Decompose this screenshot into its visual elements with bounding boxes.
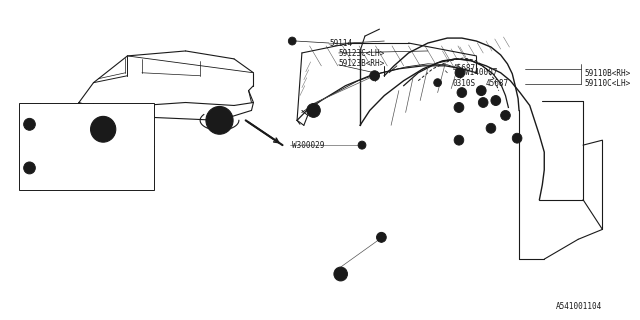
Text: 59110C<LH>: 59110C<LH>	[585, 79, 631, 88]
Circle shape	[486, 123, 496, 133]
Text: 59114: 59114	[329, 38, 352, 48]
Text: 59110B<RH>: 59110B<RH>	[585, 69, 631, 78]
Text: 1: 1	[479, 88, 483, 93]
Circle shape	[334, 267, 348, 281]
Circle shape	[512, 133, 522, 143]
Circle shape	[478, 98, 488, 108]
Text: 45687: 45687	[452, 64, 476, 73]
Bar	[19, 102, 154, 190]
Text: 59188B: 59188B	[43, 110, 69, 116]
Text: 1: 1	[27, 120, 32, 129]
Text: <1001-    >: <1001- >	[95, 132, 143, 138]
Circle shape	[370, 71, 380, 81]
Text: W140007: W140007	[465, 68, 497, 77]
Text: 2: 2	[311, 106, 316, 115]
Text: A541001104: A541001104	[556, 302, 602, 311]
Circle shape	[455, 68, 465, 78]
Circle shape	[91, 116, 116, 142]
Circle shape	[206, 107, 233, 134]
Text: W140065: W140065	[43, 132, 74, 138]
Text: 1: 1	[457, 105, 461, 110]
Circle shape	[457, 88, 467, 98]
Circle shape	[500, 110, 510, 120]
Circle shape	[434, 79, 442, 87]
Circle shape	[454, 135, 464, 145]
Text: 0310S: 0310S	[452, 79, 476, 88]
Circle shape	[289, 37, 296, 45]
Circle shape	[24, 162, 35, 174]
Circle shape	[454, 102, 464, 112]
Text: (    -1001): ( -1001)	[95, 110, 143, 117]
Text: 1: 1	[494, 98, 498, 103]
Text: 59197: 59197	[43, 154, 65, 160]
Circle shape	[307, 103, 321, 117]
Circle shape	[97, 123, 109, 135]
Text: Q560042: Q560042	[43, 176, 74, 182]
Circle shape	[491, 96, 500, 106]
Circle shape	[24, 118, 35, 130]
Text: 2: 2	[27, 164, 32, 172]
Text: (    -0903): ( -0903)	[95, 154, 143, 160]
Circle shape	[476, 86, 486, 96]
Circle shape	[212, 113, 227, 127]
Text: W300029: W300029	[292, 140, 324, 150]
Text: 1: 1	[338, 269, 343, 278]
Circle shape	[358, 141, 366, 149]
Text: 59123B<RH>: 59123B<RH>	[339, 59, 385, 68]
Text: 59123C<LH>: 59123C<LH>	[339, 49, 385, 59]
Circle shape	[376, 232, 387, 242]
Text: 45687: 45687	[486, 79, 509, 88]
Text: <0903-    >: <0903- >	[95, 176, 143, 182]
